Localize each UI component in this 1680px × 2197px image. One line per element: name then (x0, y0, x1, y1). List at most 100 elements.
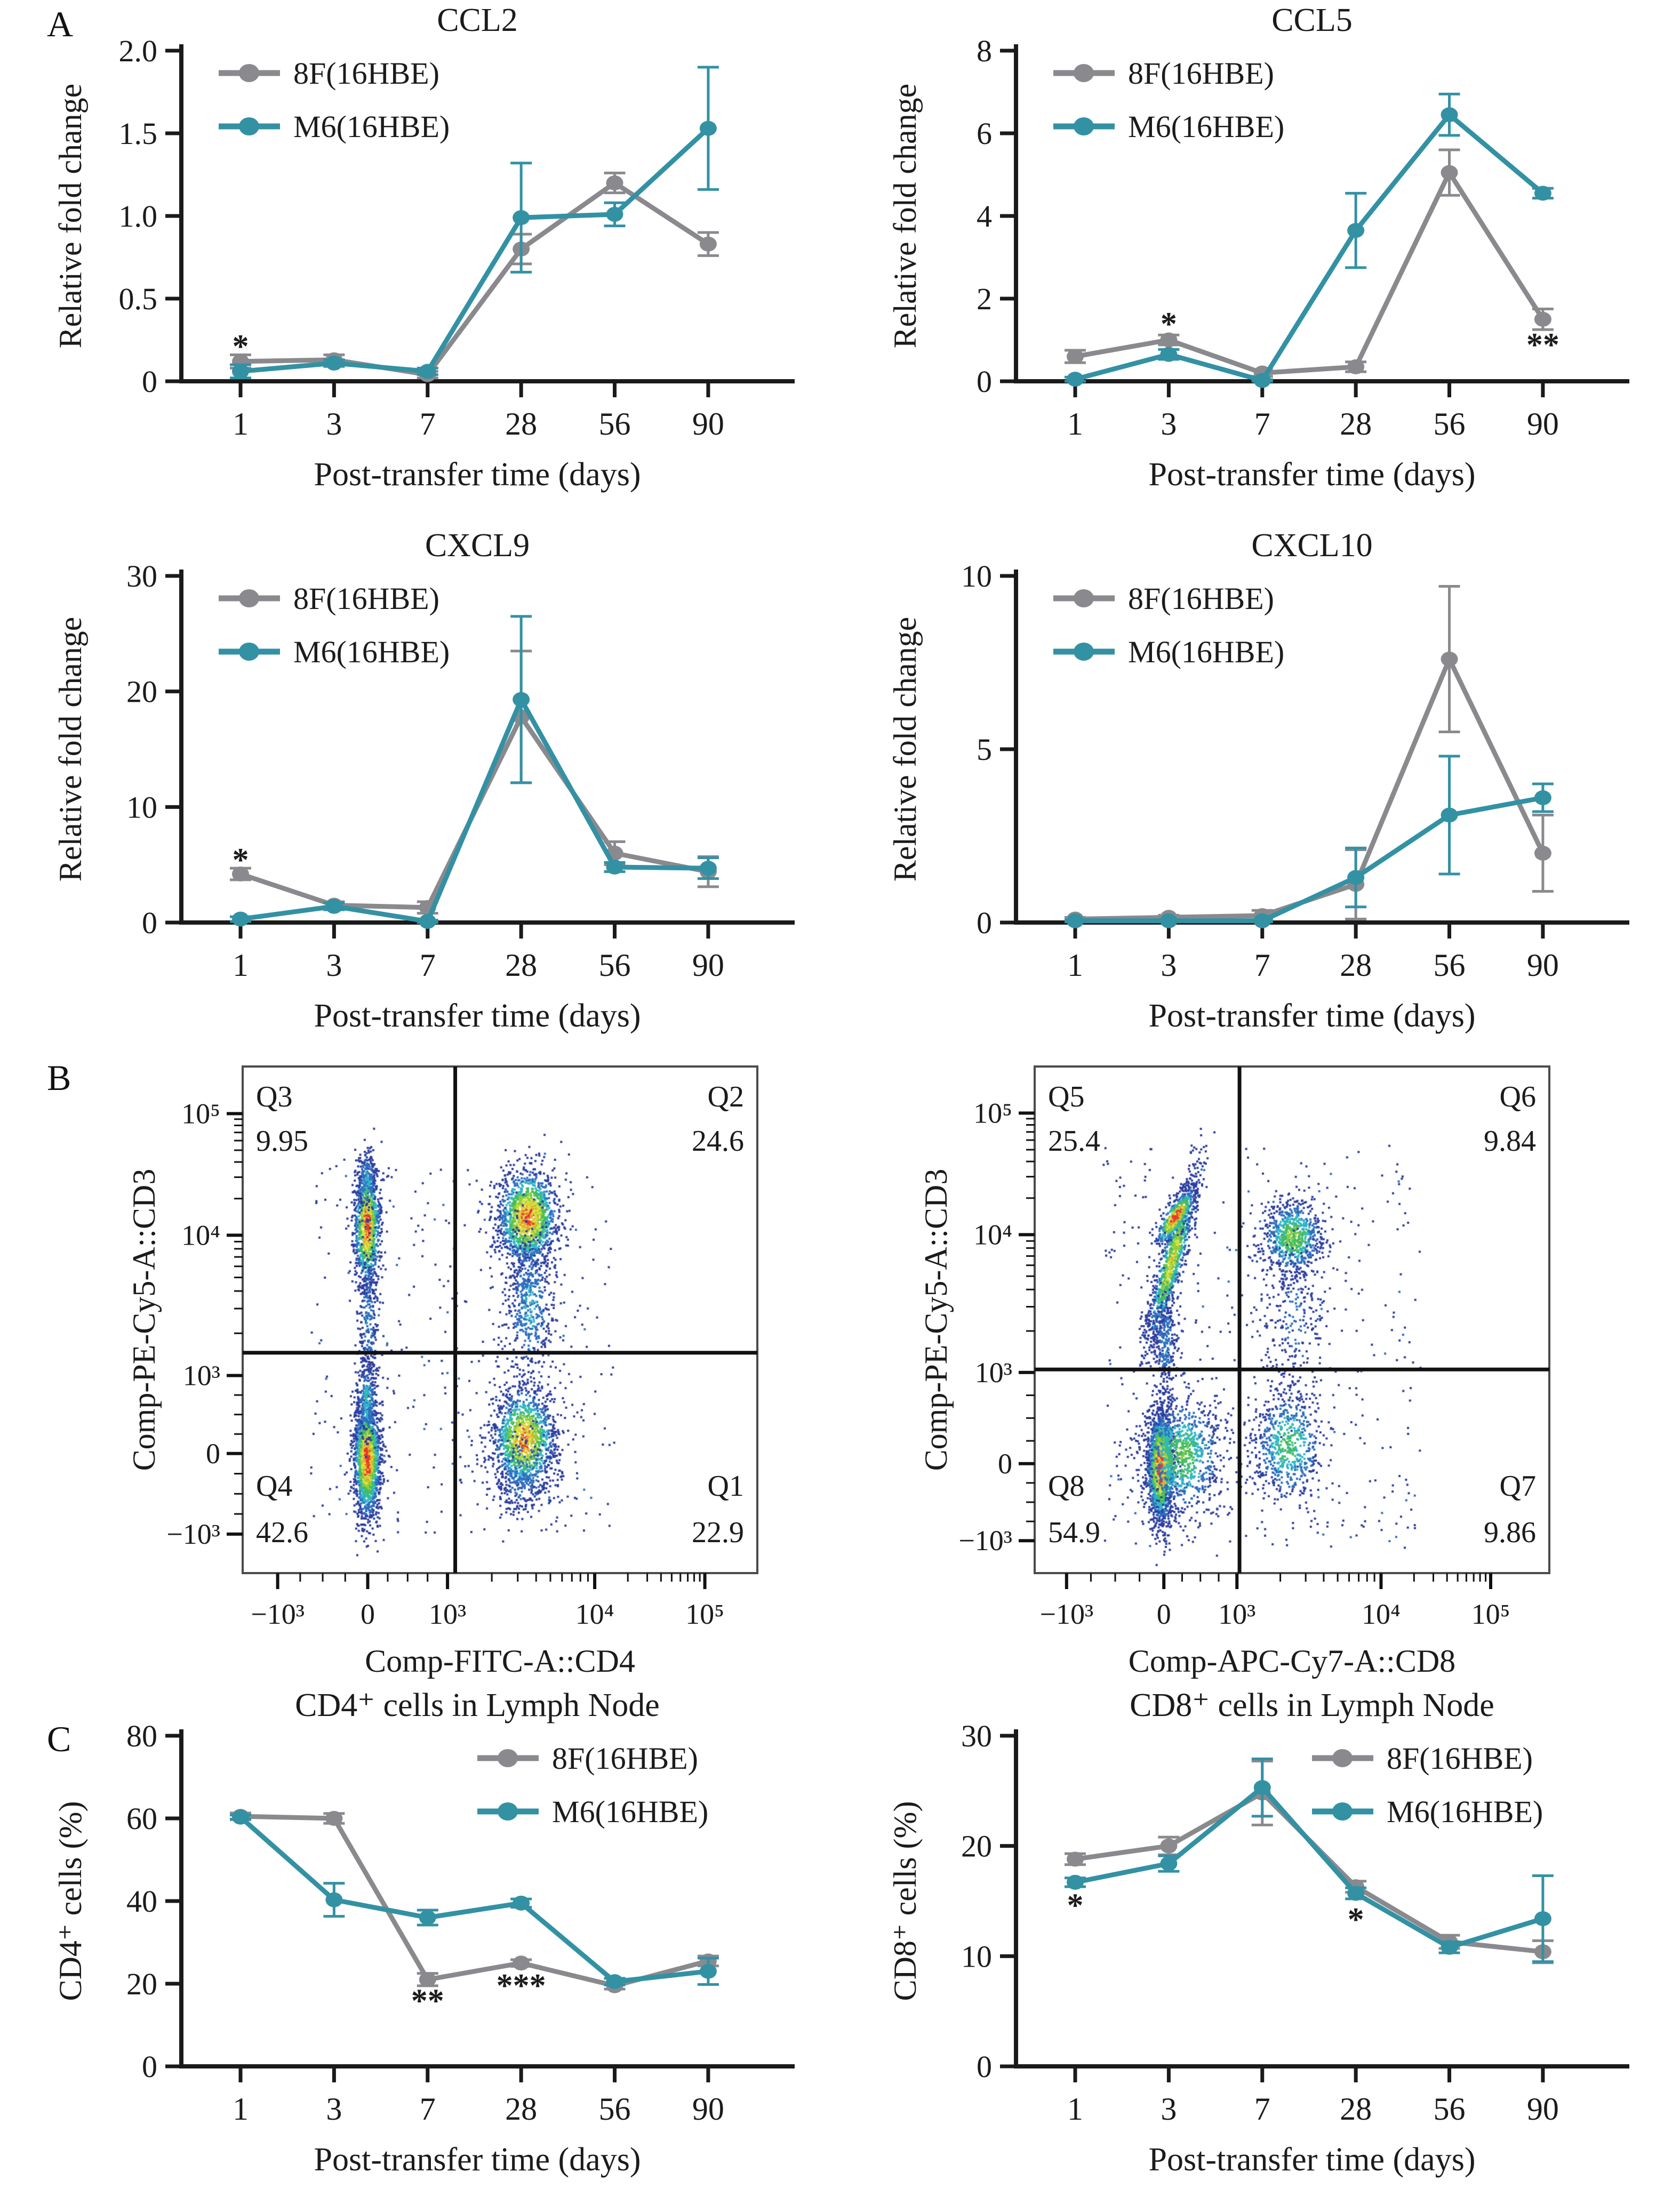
panel-label-b: B (47, 1057, 71, 1098)
chart-cxcl9: CXCL9 Relative fold change 0 10 20 30 1 3 7 28 56 9… (48, 525, 821, 1048)
x-tick-label: 7 (420, 948, 436, 983)
series-8f-16hbe- (230, 171, 719, 382)
y-tick-label: 10 (126, 790, 157, 824)
x-tick-label: 3 (1161, 948, 1177, 983)
y-axis-label: Relative fold change (53, 617, 88, 881)
quadrant-name: Q4 (256, 1470, 292, 1503)
line-chart-ccl5: CCL5 Relative fold change 0 2 4 6 8 1 3 7 28 56 90 Po… (887, 2, 1629, 493)
svg-text:*: * (1161, 306, 1177, 342)
quadrant-percentage: 24.6 (692, 1125, 744, 1158)
axes (165, 1729, 795, 2082)
legend-label: 8F(16HBE) (1387, 1741, 1533, 1776)
x-axis-label: Post-transfer time (days) (314, 998, 641, 1034)
y-tick-label: 2.0 (119, 34, 158, 68)
x-tick-label: 3 (1161, 406, 1177, 442)
chart-title: CD8⁺ cells in Lymph Node (1130, 1687, 1494, 1723)
y-tick-label: 10 (961, 559, 992, 594)
legend-label: M6(16HBE) (552, 1794, 708, 1829)
x-tick-label: 1 (1067, 2091, 1083, 2127)
x-tick-label: 28 (505, 948, 537, 983)
flow-x-tick-label: 10³ (1218, 1598, 1255, 1630)
y-tick-label: 30 (961, 1719, 992, 1753)
x-axis-label: Post-transfer time (days) (1149, 456, 1476, 493)
x-tick-label: 90 (1527, 2091, 1559, 2127)
x-tick-label: 3 (326, 948, 342, 983)
x-tick-label: 1 (1067, 948, 1083, 983)
legend: 8F(16HBE) M6(16HBE) (1053, 56, 1284, 144)
x-tick-label: 1 (233, 948, 249, 983)
flow-x-tick-label: −10³ (251, 1598, 305, 1630)
legend-label: M6(16HBE) (1128, 635, 1284, 669)
panel-label-a: A (47, 4, 74, 44)
quadrant-labels: Q3 9.95 Q2 24.6 Q4 42.6 Q1 22.9 (256, 1080, 744, 1549)
y-axis-label: Relative fold change (887, 84, 923, 348)
chart-title: CXCL10 (1251, 527, 1372, 564)
quadrant-gate (1035, 1067, 1549, 1573)
x-axis-label: Post-transfer time (days) (314, 2142, 641, 2178)
quadrant-percentage: 9.86 (1484, 1516, 1536, 1549)
line-chart-cxcl9: CXCL9 Relative fold change 0 10 20 30 1 3 7 28 56 9… (53, 527, 795, 1034)
quadrant-name: Q6 (1500, 1080, 1536, 1113)
series-m6-16hbe- (230, 615, 719, 929)
flow-y-tick-label: 10⁵ (973, 1097, 1012, 1129)
flow-x-tick-label: 10⁴ (1362, 1598, 1401, 1630)
flow-axes (1019, 1111, 1492, 1589)
x-tick-label: 90 (692, 948, 724, 983)
x-tick-label: 3 (326, 406, 342, 442)
chart-cd8-lymph-node: CD8⁺ cells in Lymph Node CD8⁺ cells (%) 0 1… (883, 1685, 1656, 2192)
legend: 8F(16HBE) M6(16HBE) (477, 1741, 708, 1829)
legend: 8F(16HBE) M6(16HBE) (219, 56, 450, 144)
chart-ccl2: CCL2 Relative fold change 0 0.5 1.0 1.5 2.0 1 3 7… (48, 0, 821, 507)
line-chart-cxcl10: CXCL10 Relative fold change 0 5 10 1 3 7 28 56 90 P… (887, 527, 1629, 1034)
y-tick-label: 20 (961, 1829, 992, 1864)
flow-y-tick-label: −10³ (958, 1525, 1012, 1557)
chart-ccl5: CCL5 Relative fold change 0 2 4 6 8 1 3 7 28 56 90 Po… (883, 0, 1656, 507)
flow-plot-cd3-vs-cd8: −10³ 0 10³ 10⁴ 10⁵ 10⁵ 10⁴ 10³ 0 −10³ Comp-APC-Cy7… (920, 1053, 1629, 1680)
legend-label: 8F(16HBE) (293, 581, 439, 616)
line-chart-ccl2: CCL2 Relative fold change 0 0.5 1.0 1.5 2.0 1 3 7… (53, 2, 795, 493)
svg-text:*: * (233, 842, 249, 878)
svg-text:**: ** (1526, 327, 1559, 363)
quadrant-percentage: 9.95 (256, 1125, 308, 1158)
x-tick-label: 1 (1067, 406, 1083, 442)
x-tick-label: 56 (1434, 2091, 1466, 2127)
y-tick-label: 0 (142, 364, 157, 399)
y-tick-label: 10 (961, 1939, 992, 1974)
svg-text:***: *** (497, 1968, 546, 2004)
svg-text:*: * (233, 328, 249, 365)
legend-label: 8F(16HBE) (293, 56, 439, 91)
svg-text:*: * (1067, 1887, 1084, 1923)
x-axis-label: Post-transfer time (days) (314, 456, 641, 493)
x-tick-label: 56 (599, 2091, 631, 2127)
y-tick-label: 0.5 (119, 282, 158, 316)
quadrant-name: Q1 (708, 1470, 744, 1503)
svg-text:**: ** (411, 1983, 444, 2019)
y-tick-label: 40 (126, 1884, 157, 1919)
quadrant-labels: Q5 25.4 Q6 9.84 Q8 54.9 Q7 9.86 (1048, 1080, 1536, 1549)
x-tick-label: 1 (233, 406, 249, 442)
flow-frame-flow_cd4: −10³ 0 10³ 10⁴ 10⁵ 10⁵ 10⁴ 10³ 0 −10³ Comp-FITC-A:… (128, 1065, 758, 1679)
flow-x-tick-label: 0 (1157, 1598, 1171, 1630)
y-axis-label: CD4⁺ cells (%) (53, 1801, 88, 2001)
y-tick-label: 0 (977, 364, 992, 399)
flow-y-tick-label: 10⁴ (181, 1219, 220, 1251)
series-m6-16hbe- (230, 66, 719, 380)
legend-label: M6(16HBE) (1387, 1794, 1543, 1829)
chart-title: CCL5 (1271, 2, 1353, 38)
chart-title: CCL2 (437, 2, 518, 38)
line-chart-cd8_ln: CD8⁺ cells in Lymph Node CD8⁺ cells (%) 0 1… (887, 1687, 1629, 2178)
y-axis-label: CD8⁺ cells (%) (887, 1801, 923, 2001)
legend-label: 8F(16HBE) (552, 1741, 698, 1776)
y-tick-label: 4 (977, 199, 992, 234)
flow-y-axis-label: Comp-PE-Cy5-A::CD3 (128, 1169, 162, 1471)
quadrant-percentage: 25.4 (1048, 1125, 1100, 1158)
flow-x-tick-label: −10³ (1040, 1598, 1094, 1630)
x-tick-label: 7 (1254, 406, 1270, 442)
legend: 8F(16HBE) M6(16HBE) (1053, 581, 1284, 669)
panel-label-c: C (47, 1719, 71, 1759)
flow-y-tick-label: −10³ (166, 1518, 220, 1550)
chart-cxcl10: CXCL10 Relative fold change 0 5 10 1 3 7 28 56 90 P… (883, 525, 1656, 1048)
x-tick-label: 56 (599, 948, 631, 983)
y-tick-label: 20 (126, 1967, 157, 2001)
quadrant-name: Q8 (1048, 1470, 1084, 1503)
